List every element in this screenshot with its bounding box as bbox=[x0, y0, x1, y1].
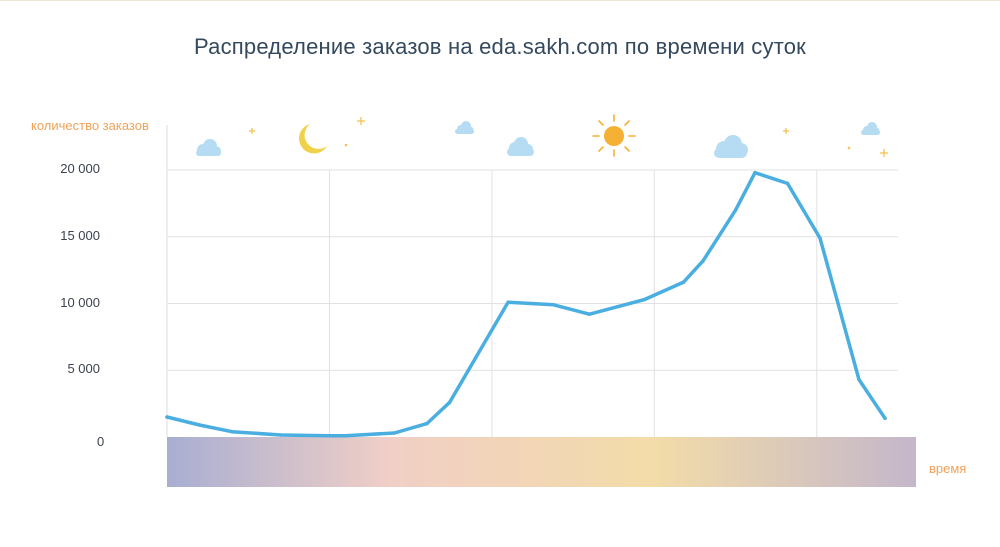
data-point bbox=[587, 312, 592, 316]
star-icon bbox=[783, 128, 789, 134]
data-point bbox=[701, 259, 705, 263]
star-icon bbox=[344, 143, 348, 147]
data-point bbox=[197, 423, 202, 427]
sun-icon bbox=[592, 114, 636, 157]
data-point bbox=[278, 433, 283, 437]
cloud-icon bbox=[507, 137, 534, 156]
y-tick-label: 0 bbox=[97, 434, 105, 449]
data-point bbox=[506, 300, 510, 304]
y-axis-title: количество заказов bbox=[31, 118, 149, 133]
data-point bbox=[425, 421, 429, 426]
data-point bbox=[642, 297, 647, 302]
data-point bbox=[392, 431, 397, 435]
top-divider bbox=[0, 0, 1000, 1]
star-icon bbox=[847, 146, 851, 150]
moon-icon bbox=[299, 124, 327, 154]
star-icon bbox=[249, 128, 255, 134]
data-point bbox=[343, 433, 348, 438]
data-point bbox=[165, 415, 169, 419]
data-point bbox=[818, 236, 822, 240]
sky-decorations bbox=[196, 114, 888, 158]
cloud-icon bbox=[196, 139, 221, 156]
data-point bbox=[551, 303, 556, 307]
data-point bbox=[447, 400, 452, 405]
cloud-icon bbox=[455, 121, 474, 134]
data-point bbox=[327, 433, 332, 438]
y-tick-label: 10 000 bbox=[60, 294, 100, 310]
x-axis-title: время bbox=[929, 461, 967, 476]
series-line bbox=[165, 170, 887, 438]
star-icon bbox=[357, 117, 365, 125]
cloud-icon bbox=[861, 122, 880, 135]
data-point bbox=[733, 208, 738, 212]
y-tick-label: 5 000 bbox=[67, 361, 100, 377]
data-point bbox=[681, 280, 686, 284]
data-point bbox=[753, 170, 757, 175]
grid bbox=[166, 125, 898, 437]
series bbox=[165, 170, 887, 438]
data-point bbox=[230, 429, 234, 434]
data-point bbox=[883, 416, 887, 421]
cloud-icon bbox=[714, 135, 748, 158]
time-of-day-band bbox=[167, 437, 916, 487]
chart-title: Распределение заказов на eda.sakh.com по… bbox=[194, 34, 806, 59]
data-point bbox=[785, 181, 790, 186]
y-tick-label: 15 000 bbox=[60, 227, 100, 243]
star-icon bbox=[880, 149, 888, 157]
y-tick-label: 20 000 bbox=[60, 161, 100, 176]
data-point bbox=[857, 377, 861, 382]
